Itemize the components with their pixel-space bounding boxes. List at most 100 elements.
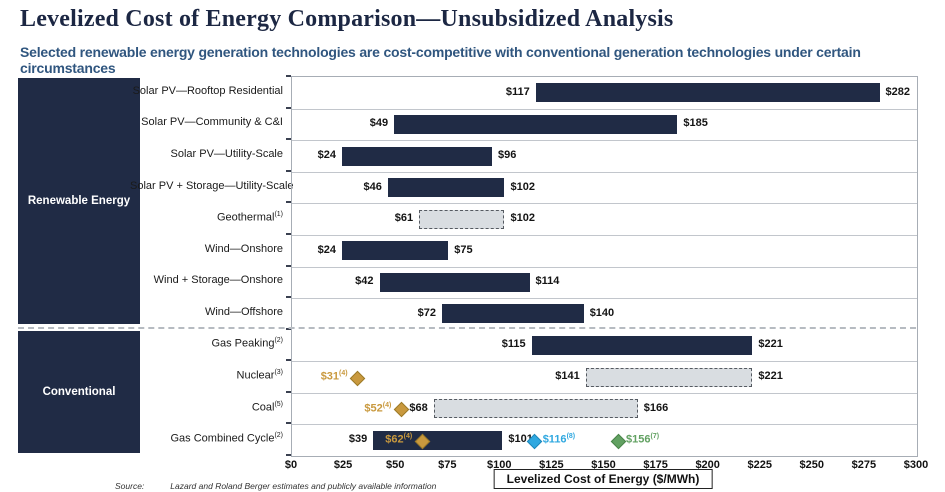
bar-max-label: $140 xyxy=(589,306,615,319)
x-tick-label: $25 xyxy=(333,459,353,471)
group-block-renewable: Renewable Energy xyxy=(18,78,140,324)
row-separator xyxy=(292,298,917,300)
source-label: Source: xyxy=(115,481,145,491)
range-bar xyxy=(531,336,753,355)
row-separator xyxy=(292,140,917,142)
diamond-label: $52(4) xyxy=(364,401,392,415)
row-separator xyxy=(292,392,917,394)
row-label: Solar PV—Community & C&I xyxy=(141,116,283,129)
range-bar xyxy=(373,430,503,450)
row-boundary-tick xyxy=(286,169,291,172)
x-tick-label: $125 xyxy=(539,459,564,471)
bar-min-label: $46 xyxy=(363,180,382,193)
row-label: Wind—Offshore xyxy=(204,305,283,318)
diamond-label: $31(4) xyxy=(320,370,348,383)
diamond-marker-green xyxy=(610,433,626,449)
range-bar xyxy=(419,209,505,229)
range-bar xyxy=(379,272,530,292)
row-boundary-tick xyxy=(286,138,291,141)
row-boundary-tick xyxy=(286,201,291,204)
plot-area: $117 $282 $49 $185 $24 $96 $46 $102 $61 $102 $24 $7… xyxy=(291,76,918,457)
bar-min-label: $117 xyxy=(505,85,530,98)
row-label: Wind + Storage—Onshore xyxy=(153,274,283,287)
range-bar xyxy=(387,178,505,197)
row-boundary-tick xyxy=(286,75,291,77)
row-boundary-tick xyxy=(286,390,291,393)
x-tick-label: $75 xyxy=(438,459,457,471)
row-separator xyxy=(292,424,917,426)
row-label: Geothermal(1) xyxy=(216,211,283,224)
group-label-conventional: Conventional xyxy=(42,386,116,398)
x-tick-label: $275 xyxy=(851,459,877,471)
row-separator xyxy=(292,171,917,173)
row-label: Wind—Onshore xyxy=(204,242,283,255)
row-boundary-tick xyxy=(286,106,291,109)
range-bar xyxy=(585,367,753,387)
x-tick-label: $50 xyxy=(386,459,405,471)
row-separator xyxy=(292,108,917,110)
x-tick-label: $0 xyxy=(284,459,298,471)
row-separator xyxy=(292,361,917,363)
group-block-conventional: Conventional xyxy=(18,331,140,453)
bar-max-label: $102 xyxy=(510,180,535,193)
x-tick-label: $250 xyxy=(799,459,825,471)
bar-min-label: $42 xyxy=(355,275,374,288)
range-bar xyxy=(433,399,638,419)
diamond-label: $116(8) xyxy=(542,433,576,446)
x-tick-label: $100 xyxy=(487,459,512,471)
bar-max-label: $185 xyxy=(683,117,708,130)
bar-min-label: $72 xyxy=(417,306,436,319)
bar-min-label: $68 xyxy=(409,401,428,414)
diamond-marker-gold xyxy=(393,401,410,418)
row-separator xyxy=(292,266,917,268)
x-tick-label: $200 xyxy=(695,459,720,471)
row-label: Solar PV + Storage—Utility-Scale xyxy=(130,179,294,192)
x-tick-label: $225 xyxy=(747,459,773,471)
bar-min-label: $49 xyxy=(369,117,389,130)
group-label-renewable: Renewable Energy xyxy=(27,195,131,207)
bar-min-label: $39 xyxy=(348,433,368,446)
diamond-label: $62(4) xyxy=(385,433,413,446)
range-bar xyxy=(342,146,492,166)
row-separator xyxy=(292,203,917,205)
x-tick-label: $150 xyxy=(591,459,616,471)
bar-max-label: $282 xyxy=(885,85,910,98)
row-boundary-tick xyxy=(286,296,291,299)
diamond-label: $156(7) xyxy=(626,433,660,446)
row-label: Gas Combined Cycle(2) xyxy=(170,432,284,445)
bar-max-label: $221 xyxy=(758,370,783,383)
bar-max-label: $221 xyxy=(758,338,783,351)
bar-max-label: $101 xyxy=(508,433,533,446)
row-separator xyxy=(292,234,917,236)
row-boundary-tick xyxy=(286,422,291,425)
bar-max-label: $114 xyxy=(535,275,560,288)
source-note: Source: Lazard and Roland Berger estimate… xyxy=(115,481,436,491)
page-title: Levelized Cost of Energy Comparison—Unsu… xyxy=(20,6,674,32)
bar-max-label: $166 xyxy=(643,401,669,414)
bar-min-label: $24 xyxy=(317,243,336,256)
range-bar xyxy=(342,241,449,261)
bar-min-label: $115 xyxy=(501,338,526,351)
range-bar xyxy=(442,304,584,324)
row-boundary-tick xyxy=(286,232,291,235)
row-boundary-tick xyxy=(286,454,291,456)
bar-min-label: $141 xyxy=(555,370,580,383)
row-boundary-tick xyxy=(286,359,291,362)
bar-max-label: $96 xyxy=(498,148,517,161)
bar-min-label: $61 xyxy=(394,212,414,225)
bar-min-label: $24 xyxy=(317,148,336,161)
bar-max-label: $75 xyxy=(454,243,473,256)
row-label: Solar PV—Rooftop Residential xyxy=(132,84,283,97)
x-tick-label: $175 xyxy=(643,459,668,471)
row-label: Gas Peaking(2) xyxy=(211,337,283,351)
range-bar xyxy=(394,114,678,134)
range-bar xyxy=(535,83,880,103)
source-text: Lazard and Roland Berger estimates and p… xyxy=(170,481,437,491)
x-tick-label: $300 xyxy=(903,459,929,471)
row-label: Solar PV—Utility-Scale xyxy=(170,147,283,160)
row-label: Nuclear(3) xyxy=(236,369,283,382)
bar-max-label: $102 xyxy=(510,212,535,225)
row-boundary-tick xyxy=(286,264,291,267)
diamond-marker-gold xyxy=(349,370,366,386)
